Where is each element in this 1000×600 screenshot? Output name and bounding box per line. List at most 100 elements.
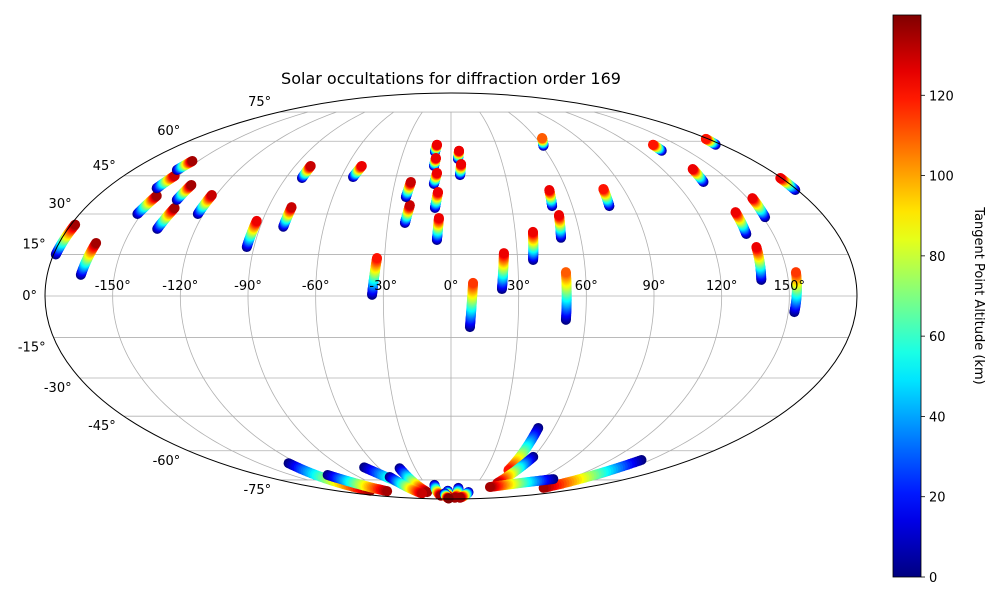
data-point: [91, 237, 102, 248]
occultation-track: [484, 474, 559, 493]
longitude-tick-label: 120°: [706, 279, 737, 294]
graticule: [45, 111, 857, 481]
latitude-tick-label: 45°: [93, 159, 116, 174]
data-point: [206, 190, 217, 201]
occultation-track: [730, 207, 752, 240]
occultation-track: [399, 200, 415, 229]
occultation-track: [171, 156, 198, 175]
data-point: [647, 139, 658, 150]
data-point: [286, 202, 297, 213]
occultation-track: [367, 253, 382, 300]
occultation-track: [241, 215, 262, 253]
data-point: [553, 210, 564, 221]
data-point: [251, 215, 262, 226]
data-point: [433, 212, 444, 223]
data-point: [700, 133, 711, 144]
occultation-track: [171, 179, 197, 205]
data-point: [356, 160, 367, 171]
occultation-track: [789, 267, 802, 318]
map-outline: [44, 92, 858, 500]
longitude-tick-label: 60°: [575, 279, 598, 294]
occultation-track: [598, 183, 615, 212]
latitude-tick-label: 30°: [49, 197, 72, 212]
data-point: [432, 167, 443, 178]
occultation-track: [751, 242, 767, 285]
data-point: [751, 242, 762, 253]
latitude-tick-label: 0°: [22, 289, 37, 304]
data-point: [405, 176, 416, 187]
occultation-track: [151, 170, 180, 194]
occultation-track: [348, 160, 367, 183]
longitude-labels: -150° -120° -90° -60° -30° 0° 30° 60° 90° 120° 150…: [95, 279, 805, 294]
data-point: [433, 187, 444, 197]
latitude-tick-label: -45°: [88, 419, 116, 434]
latitude-tick-label: -15°: [18, 341, 46, 356]
data-point: [430, 152, 441, 163]
longitude-tick-label: 0°: [444, 279, 459, 294]
occultation-track: [454, 487, 474, 503]
occultation-track: [647, 139, 667, 156]
latitude-tick-label: -60°: [153, 454, 181, 469]
occultation-track: [537, 133, 549, 151]
data-point: [151, 190, 162, 201]
longitude-tick-label: 90°: [642, 279, 665, 294]
meridian-gridline: [508, 111, 587, 481]
latitude-tick-label: 15°: [23, 237, 46, 252]
occultation-track: [428, 167, 443, 189]
meridian-gridline: [565, 111, 723, 481]
colorbar-tick-label: 0: [929, 571, 937, 586]
occultation-track: [384, 471, 428, 499]
chart-title: Solar occultations for diffraction order…: [281, 69, 621, 88]
occultation-track: [431, 212, 444, 245]
occultation-track: [464, 277, 479, 333]
occultation-track: [455, 159, 467, 181]
occultation-track: [687, 164, 709, 187]
colorbar-ticks: 0 20 40 60 80 100 120: [921, 89, 954, 586]
colorbar: [892, 14, 922, 578]
meridian-gridline: [179, 111, 337, 481]
data-point: [456, 159, 467, 170]
data-point: [187, 156, 198, 166]
occultation-track: [429, 152, 441, 171]
occultation-track: [322, 470, 393, 497]
longitude-tick-label: 150°: [774, 279, 805, 294]
latitude-labels: 75° 60° 45° 30° 15° 0° -15° -30° -45° -60° -75°: [18, 95, 271, 498]
occultation-track: [429, 139, 443, 157]
occultation-track: [278, 202, 297, 232]
occultation-track: [553, 210, 566, 243]
occultation-track: [152, 202, 180, 234]
occultation-track: [400, 176, 416, 203]
occultation-track: [192, 190, 217, 219]
data-point: [484, 482, 495, 493]
longitude-tick-label: -120°: [162, 279, 198, 294]
data-point: [747, 193, 758, 204]
latitude-tick-label: -30°: [44, 381, 72, 396]
data-point: [186, 179, 197, 190]
latitude-tick-label: -75°: [243, 483, 271, 498]
occultation-track: [544, 184, 558, 212]
meridian-gridline: [594, 111, 790, 481]
occultation-track: [527, 226, 539, 265]
meridian-gridline: [247, 111, 366, 481]
occultation-track: [296, 160, 316, 184]
data-point: [454, 145, 465, 156]
occultation-track: [538, 454, 647, 493]
occultation-track: [429, 187, 444, 213]
occultation-track: [50, 219, 81, 260]
data-point: [468, 277, 479, 288]
data-point: [70, 219, 81, 230]
occultation-tracks: [50, 133, 802, 504]
latitude-tick-label: 75°: [248, 95, 271, 110]
occultation-track: [75, 237, 102, 280]
data-point: [371, 253, 382, 264]
data-point: [432, 139, 443, 150]
data-point: [305, 160, 316, 171]
data-point: [527, 226, 538, 237]
data-point: [382, 486, 393, 497]
data-point: [417, 488, 428, 499]
data-point: [498, 248, 509, 259]
data-point: [560, 267, 571, 278]
meridian-gridline: [479, 111, 520, 481]
occultation-track: [700, 133, 721, 150]
